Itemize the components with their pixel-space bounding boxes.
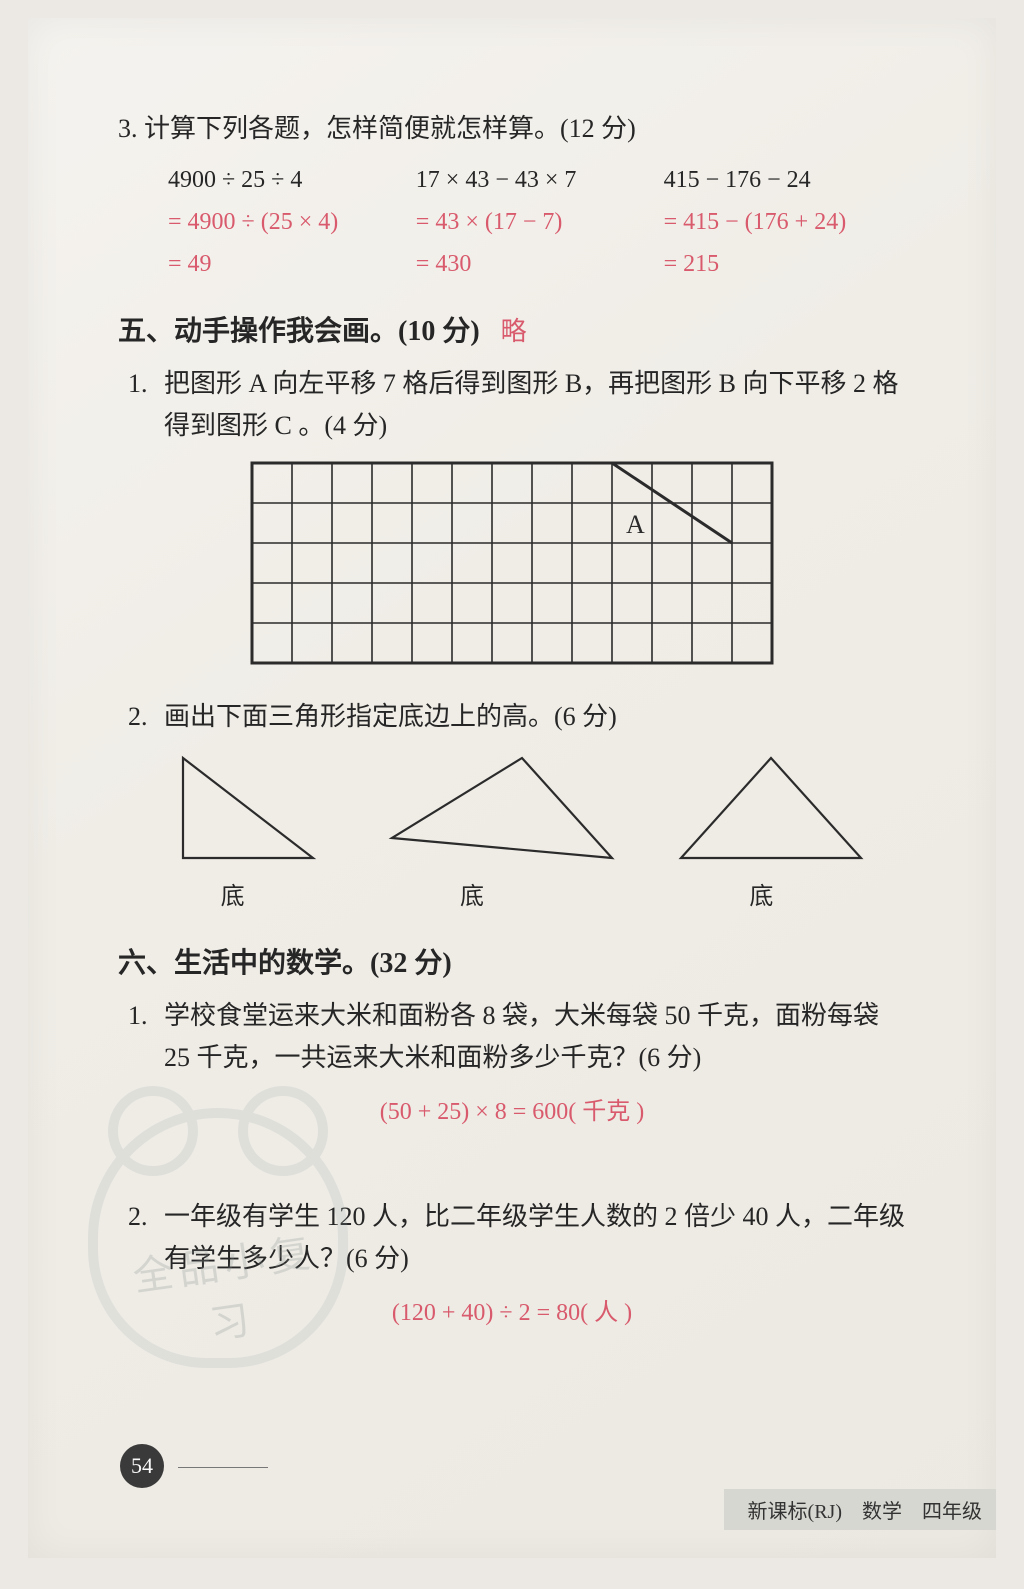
q3-title: 3. 计算下列各题，怎样简便就怎样算。(12 分) [118,108,906,145]
page-number-line [178,1467,268,1468]
triangle-row: 底底底 [118,748,906,917]
sec6-q1-text: 学校食堂运来大米和面粉各 8 袋，大米每袋 50 千克，面粉每袋 25 千克，一… [164,1001,879,1072]
sec6-q1: 1.学校食堂运来大米和面粉各 8 袋，大米每袋 50 千克，面粉每袋 25 千克… [118,995,906,1079]
q3-step2-row: = 49 = 430 = 215 [118,243,906,285]
triangle-2: 底 [671,748,871,917]
triangle-svg-0 [153,748,333,878]
triangle-0: 底 [153,748,333,917]
triangle-svg-2 [671,748,871,878]
worksheet-page: 3. 计算下列各题，怎样简便就怎样算。(12 分) 4900 ÷ 25 ÷ 4 … [28,18,996,1558]
q3-step1-row: = 4900 ÷ (25 × 4) = 43 × (17 − 7) = 415 … [118,201,906,243]
sec5-q2: 2.画出下面三角形指定底边上的高。(6 分) [118,696,906,738]
q3-col-2: 415 − 176 − 24 [664,159,876,201]
q3-s1-1: = 43 × (17 − 7) [416,201,628,243]
footer-label: 新课标(RJ) 数学 四年级 [724,1489,996,1530]
triangle-base-label-2: 底 [661,876,861,911]
q3-s2-0: = 49 [168,243,380,285]
triangle-base-label-1: 底 [352,876,592,911]
q3-s1-0: = 4900 ÷ (25 × 4) [168,201,380,243]
q3-col-0: 4900 ÷ 25 ÷ 4 [168,159,380,201]
section5-skip: 略 [501,317,527,346]
section5-heading: 五、动手操作我会画。(10 分) 略 [118,309,906,349]
q3-s1-2: = 415 − (176 + 24) [664,201,876,243]
q3-s2-1: = 430 [416,243,628,285]
sec5-q2-text: 画出下面三角形指定底边上的高。(6 分) [164,702,617,731]
sec5-q1: 1.把图形 A 向左平移 7 格后得到图形 B，再把图形 B 向下平移 2 格得… [118,363,906,447]
q3-expr-row: 4900 ÷ 25 ÷ 4 17 × 43 − 43 × 7 415 − 176… [118,159,906,201]
triangle-svg-1 [382,748,622,878]
sec5-q2-no: 2. [128,696,164,738]
section6-heading: 六、生活中的数学。(32 分) [118,941,906,981]
sec6-q1-no: 1. [128,995,164,1037]
q3-s2-2: = 215 [664,243,876,285]
translation-grid: A [250,461,774,665]
triangle-base-label-0: 底 [143,876,323,911]
triangle-1: 底 [382,748,622,917]
svg-text:A: A [626,510,645,539]
grid-figure: A [118,461,906,670]
sec5-q1-no: 1. [128,363,164,405]
page-number-badge: 54 [120,1444,164,1488]
q3-col-1: 17 × 43 − 43 × 7 [416,159,628,201]
section5-heading-text: 五、动手操作我会画。(10 分) [118,316,480,347]
sec5-q1-text: 把图形 A 向左平移 7 格后得到图形 B，再把图形 B 向下平移 2 格得到图… [164,369,899,440]
